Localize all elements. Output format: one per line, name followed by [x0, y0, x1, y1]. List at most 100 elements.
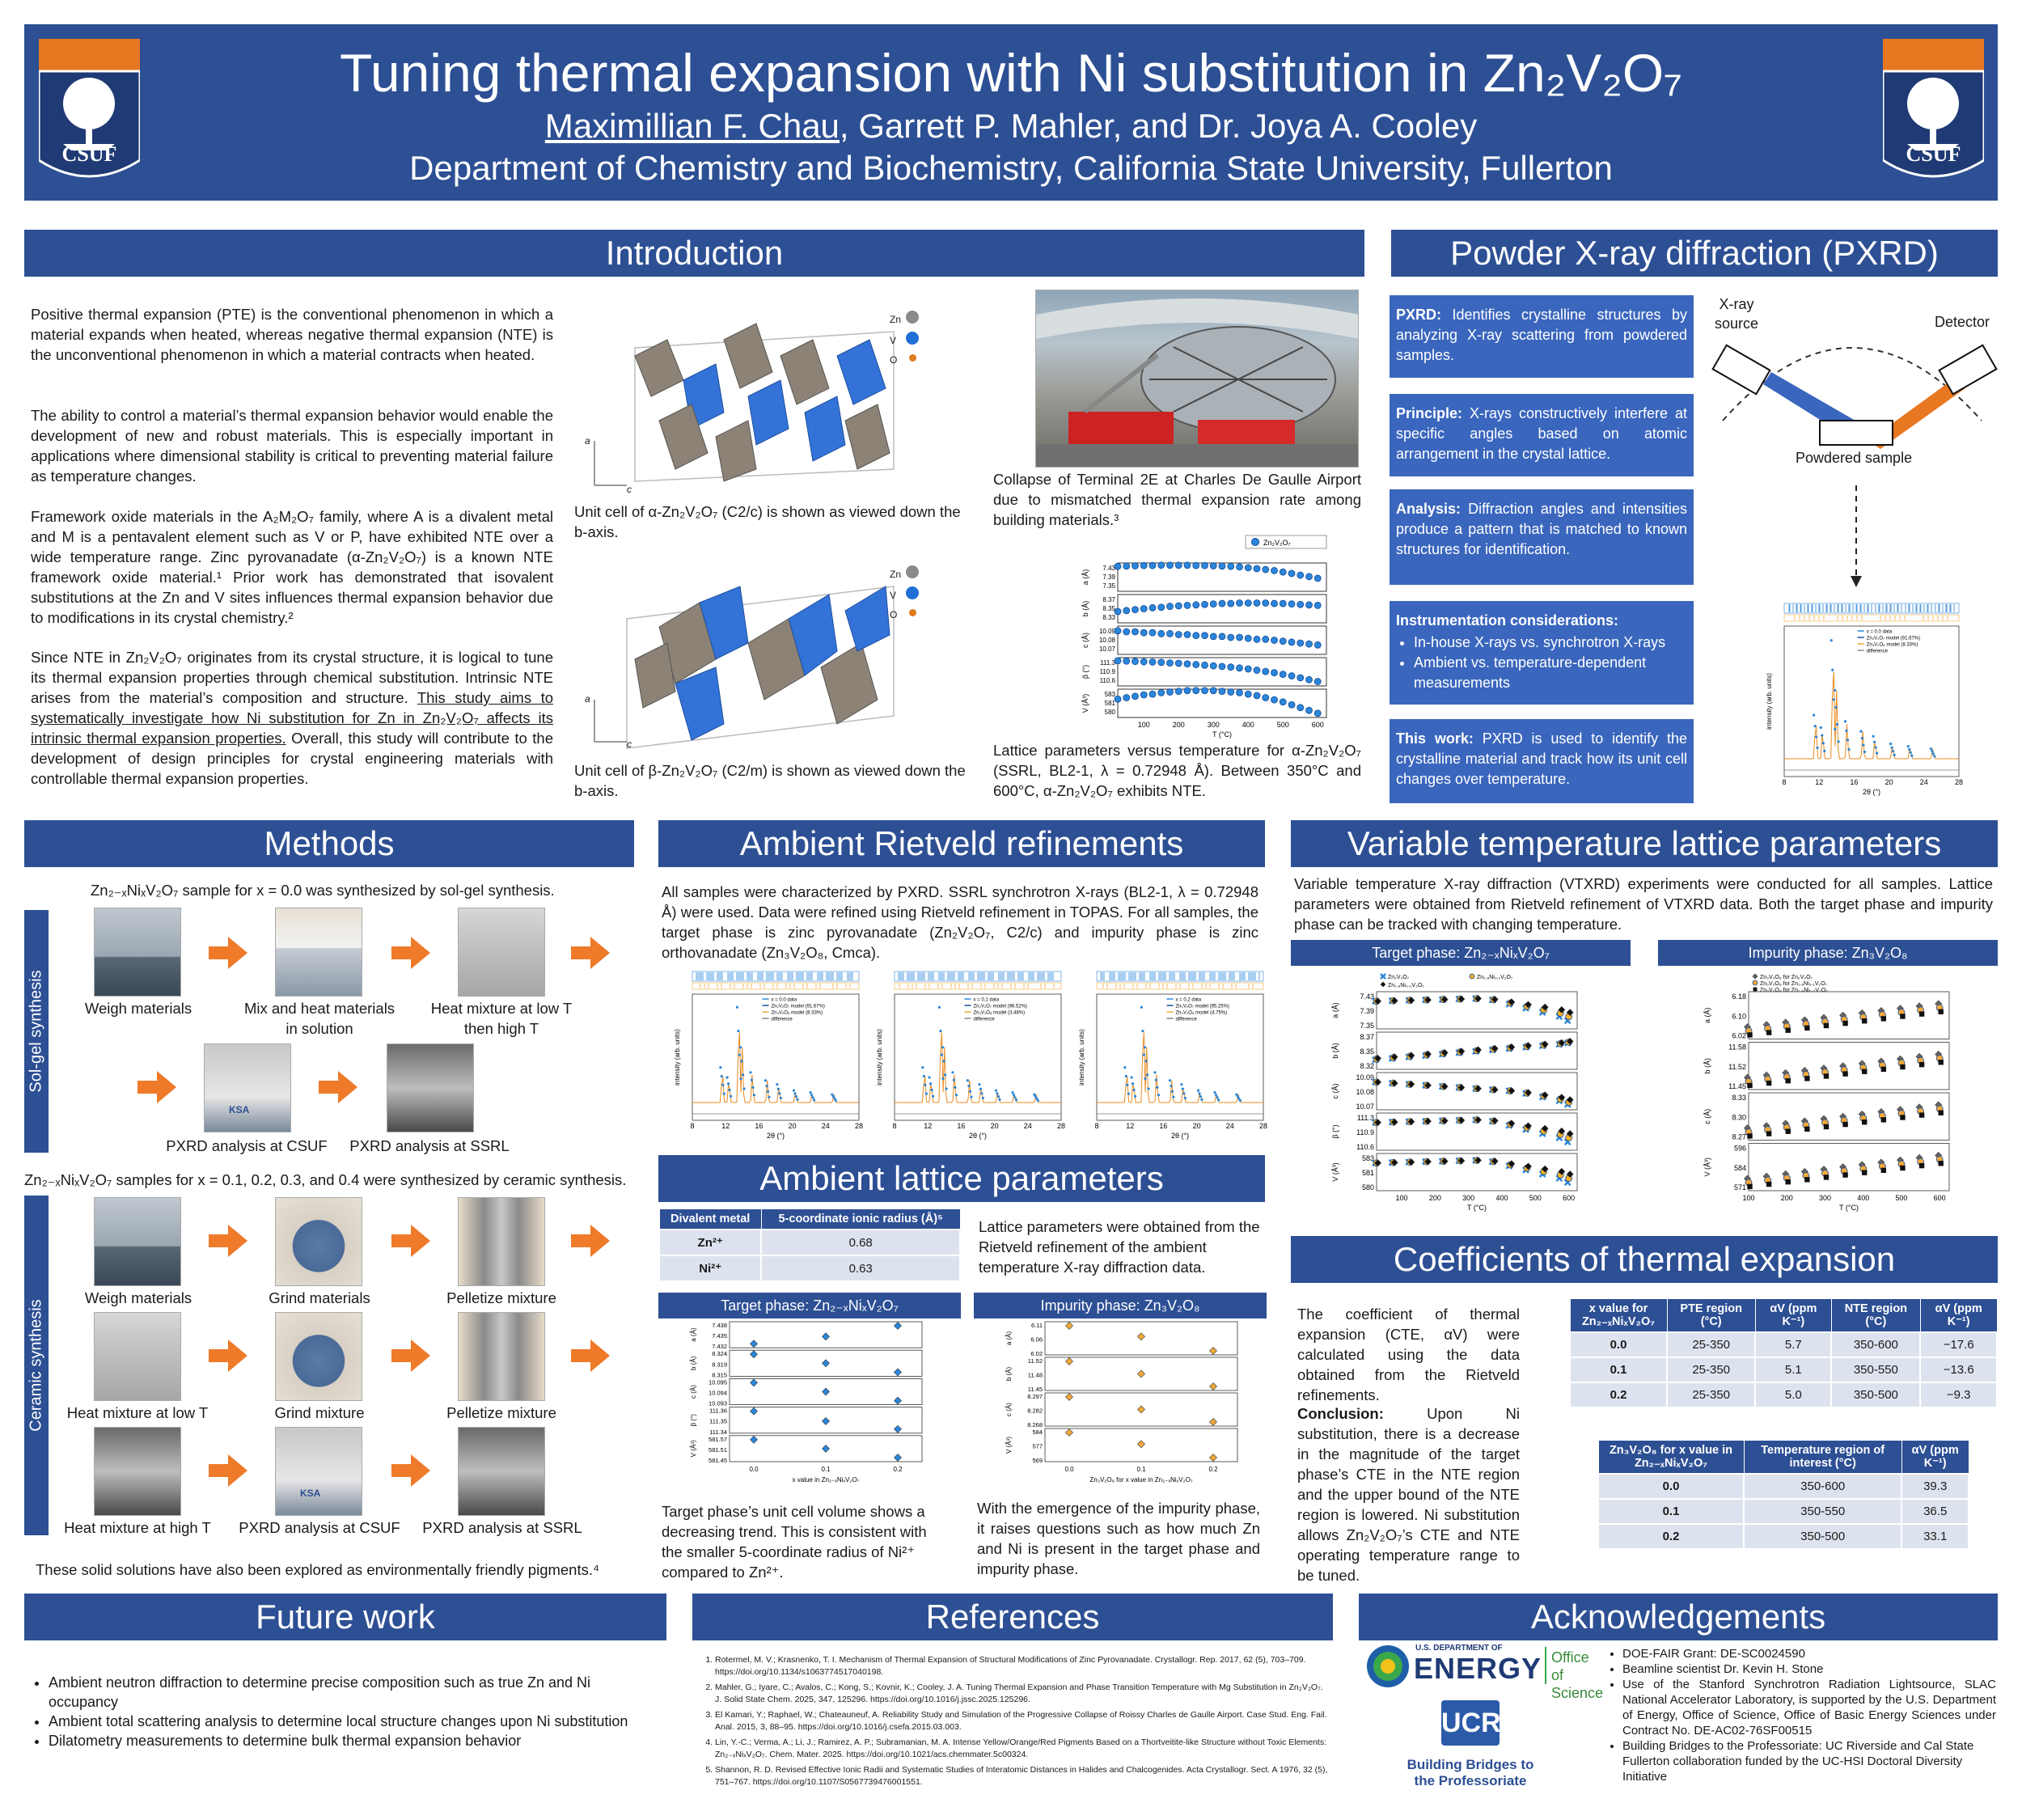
table-cell: 0.1 [1569, 1357, 1668, 1383]
data-point [1900, 1064, 1906, 1070]
data-point [943, 1073, 947, 1077]
data-point [1457, 1116, 1466, 1124]
legend-label: x = 0.2 data [1176, 998, 1202, 1003]
ceramic-step-label: Grind mixture [274, 1404, 365, 1421]
data-point [1213, 1091, 1216, 1094]
ack-heading: Acknowledgements [1359, 1594, 1998, 1640]
data-point [721, 1083, 725, 1086]
data-point [1305, 706, 1313, 714]
data-point [1140, 691, 1148, 699]
tick-label: 7.432 [712, 1343, 727, 1350]
doe-office-text: Office of Science [1551, 1649, 1603, 1702]
data-point [952, 1078, 956, 1081]
table-cell: 5.0 [1754, 1382, 1833, 1408]
data-point [1014, 1098, 1018, 1102]
data-point [1192, 561, 1200, 569]
x-tick-label: 28 [1057, 1122, 1065, 1130]
cte-text: The coefficient of thermal expansion (CT… [1297, 1306, 1520, 1403]
data-point [1918, 1162, 1925, 1169]
data-point [929, 1082, 933, 1086]
tick-label: 10.09 [1099, 628, 1116, 635]
axis-a-label: a [585, 693, 590, 705]
tick-label: 6.11 [1031, 1322, 1043, 1329]
data-point [1834, 727, 1837, 731]
data-point [1766, 1181, 1772, 1187]
reference-item: Rotermel, M. V.; Krasnenko, T. I. Mechan… [715, 1654, 1331, 1678]
axis-a-label: a [585, 435, 590, 447]
data-point [1508, 1160, 1516, 1168]
panel-frame [729, 1349, 923, 1377]
legend-label: Zn₃V₂O₈ for Zn₂V₂O₇ [1760, 975, 1813, 980]
data-point [1929, 747, 1932, 751]
data-point [1209, 1454, 1217, 1462]
data-point [1566, 1009, 1574, 1017]
variable-text: Variable temperature X-ray diffraction (… [1294, 875, 1993, 933]
data-point [1407, 1080, 1415, 1088]
y-axis-label: V (Å³) [1081, 694, 1089, 713]
tick-label: 11.58 [1728, 1043, 1746, 1052]
data-point [1558, 1167, 1566, 1175]
csuf-logo-left: CSUF [37, 39, 142, 186]
data-point [1157, 629, 1165, 637]
xray-source-line2: source [1715, 315, 1759, 332]
x-tick-label: 28 [855, 1122, 863, 1130]
data-point [1123, 607, 1131, 615]
x-tick-label: 12 [721, 1122, 730, 1130]
legend-box [1245, 535, 1327, 549]
tick-label: 6.02 [1030, 1350, 1043, 1357]
data-point [1918, 1011, 1925, 1017]
alpha-lattice-plot-svg: Zn₂V₂O₇ a (Å) 7.43 7.397.35 b (Å) 8.37 8.35 8.3… [1081, 535, 1327, 739]
beta-unit-cell-svg [594, 586, 895, 749]
data-point [1227, 562, 1235, 570]
tick-label: 571 [1734, 1183, 1746, 1191]
data-point [1157, 658, 1165, 667]
tick-label: 111.3 [1357, 1114, 1374, 1122]
table-header: Zn₃V₂O₈ for x value in Zn₂₋ₓNiₓV₂O₇ [1597, 1440, 1745, 1475]
data-point [1313, 602, 1322, 609]
x-tick-label: 12 [1815, 778, 1823, 786]
arrow-right-icon [391, 937, 430, 969]
intro-p4-end: Overall, this study will contribute to t… [31, 730, 554, 787]
x-tick-label: 0.1 [821, 1466, 831, 1473]
data-point [1747, 1183, 1753, 1190]
data-point [1313, 709, 1322, 717]
rietveld-pattern-svg: x = 0.0 data Zn₂V₂O₇ model (91.67%) Zn₃V₂O… [674, 971, 863, 1140]
tick-label: 581.45 [709, 1457, 727, 1464]
data-point [1390, 1053, 1398, 1061]
grind-photo [275, 1197, 362, 1286]
data-point [737, 1030, 740, 1033]
solgel-sidebar: Sol-gel synthesis [24, 910, 49, 1153]
data-point [750, 1350, 758, 1359]
data-point [1126, 1083, 1129, 1086]
x-tick-label: 20 [1885, 778, 1893, 786]
reference-item: El Kamari, Y.; Raphael, W.; Chateauneuf,… [715, 1709, 1331, 1733]
data-point [1288, 672, 1296, 679]
xray-source-line1: X-ray [1719, 296, 1754, 312]
data-point [1842, 1172, 1848, 1178]
x-tick-label: 24 [1920, 778, 1928, 786]
data-point [1192, 632, 1200, 640]
reflection-row [692, 982, 860, 990]
data-point [1872, 740, 1876, 743]
data-point [1297, 600, 1305, 608]
affiliation: Department of Chemistry and Biochemistry… [409, 149, 1613, 187]
pxrd-schematic: X-ray source Detector Powdered sample [1707, 291, 1998, 590]
data-point [728, 1088, 731, 1092]
data-point [1209, 1418, 1217, 1426]
data-point [1244, 690, 1252, 698]
data-point [776, 1087, 780, 1090]
tick-label: 8.33 [1102, 614, 1115, 621]
csuf-logo-right: CSUF [1881, 39, 1986, 186]
data-point [1440, 1082, 1449, 1090]
tick-label: 8.32 [1360, 1062, 1374, 1070]
data-point [1457, 1048, 1466, 1056]
data-point [930, 1088, 933, 1092]
data-point [1166, 629, 1174, 637]
furnace-high-photo [94, 1427, 181, 1516]
beta-caption: Unit cell of β-Zn₂V₂O₇ (C2/m) is shown a… [574, 762, 966, 799]
tick-label: 6.02 [1732, 1032, 1746, 1040]
intro-p4-start: Since NTE in Zn₂V₂O₇ originates from its… [31, 649, 553, 706]
pxrd-csuf-photo: KSA [204, 1043, 291, 1132]
data-point [1424, 1081, 1432, 1090]
data-point [1209, 633, 1217, 641]
